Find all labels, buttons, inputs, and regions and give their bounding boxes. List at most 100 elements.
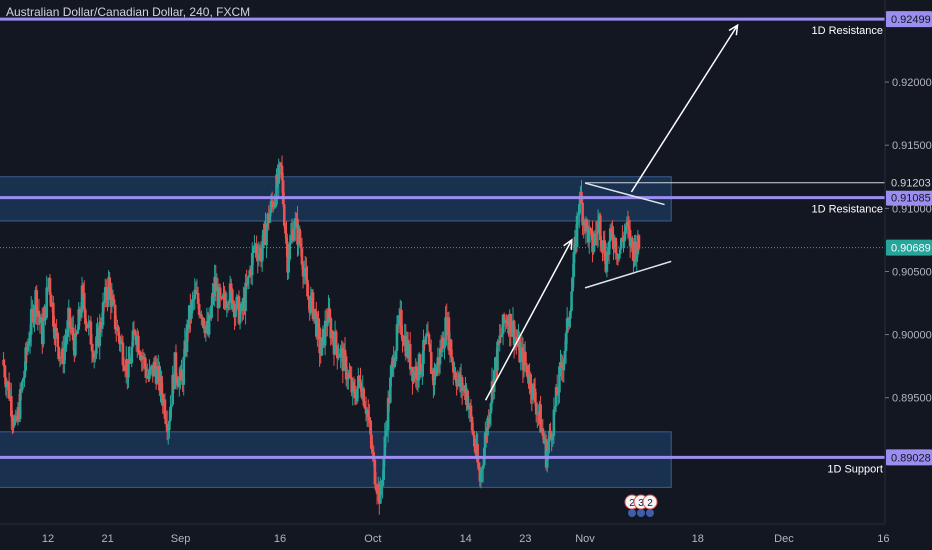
candle-body-181 xyxy=(202,318,205,327)
candle-body-83 xyxy=(94,353,97,355)
x-tick-label-7: Nov xyxy=(575,533,595,545)
candle-body-344 xyxy=(382,458,386,480)
candle-body-188 xyxy=(210,305,213,319)
y-tick-label-3: 0.90500 xyxy=(892,266,932,278)
candle-body-464 xyxy=(515,337,518,342)
candle-body-65 xyxy=(74,333,77,356)
candle-body-293 xyxy=(326,322,329,327)
candle-body-268 xyxy=(298,228,302,244)
candle-body-322 xyxy=(358,375,361,380)
candle-body-295 xyxy=(328,308,331,318)
candle-body-192 xyxy=(214,277,218,292)
candle-body-109 xyxy=(122,365,126,370)
x-tick-label-9: Dec xyxy=(774,533,794,545)
level-label-2: 1D Resistance xyxy=(811,204,883,216)
candle-body-275 xyxy=(306,279,309,297)
candle-body-310 xyxy=(344,356,348,380)
x-tick-label-10: 16 xyxy=(877,533,889,545)
candle-body-10 xyxy=(13,418,16,426)
candle-body-354 xyxy=(393,361,397,367)
candle-body-18 xyxy=(22,378,25,381)
candle-body-560 xyxy=(621,238,624,240)
candle-body-423 xyxy=(469,405,473,417)
candle-body-513 xyxy=(569,310,572,319)
candle-body-170 xyxy=(190,302,193,319)
candle-body-50 xyxy=(57,346,61,359)
candle-body-152 xyxy=(170,404,173,407)
candle-body-333 xyxy=(370,434,373,450)
candle-body-326 xyxy=(362,388,366,406)
candle-body-82 xyxy=(92,353,96,359)
candle-body-311 xyxy=(345,379,349,381)
candle-body-432 xyxy=(479,470,483,482)
candle-body-309 xyxy=(343,349,347,357)
candle-body-281 xyxy=(312,309,316,320)
candle-body-288 xyxy=(320,337,324,356)
candle-body-260 xyxy=(289,235,293,242)
candle-body-253 xyxy=(281,180,285,205)
candle-body-472 xyxy=(523,351,527,364)
candle-body-301 xyxy=(334,331,338,347)
candles-layer xyxy=(2,155,641,515)
candle-body-557 xyxy=(617,253,621,260)
price-axis[interactable]: 0.92000 0.91500 0.91000 0.90500 0.90000 0.895… xyxy=(885,11,932,466)
candle-body-495 xyxy=(549,430,552,434)
candle-body-47 xyxy=(54,327,57,339)
lines-layer xyxy=(0,17,885,459)
candle-body-509 xyxy=(564,333,568,351)
candle-body-456 xyxy=(506,321,509,324)
candle-body-355 xyxy=(394,350,398,362)
candle-body-566 xyxy=(627,227,631,230)
candle-body-186 xyxy=(207,314,211,335)
candle-body-537 xyxy=(595,233,599,235)
candle-body-189 xyxy=(211,292,214,306)
candle-body-58 xyxy=(66,320,69,337)
level-price-badge-2: 0.91085 xyxy=(891,193,931,205)
event-marker-label-3: 2 xyxy=(647,498,653,509)
candle-body-143 xyxy=(160,375,163,394)
candle-body-84 xyxy=(95,336,98,354)
x-tick-label-3: 16 xyxy=(274,533,286,545)
candle-body-171 xyxy=(191,299,194,303)
candle-body-247 xyxy=(275,174,278,205)
candle-body-117 xyxy=(131,330,135,347)
candle-body-481 xyxy=(533,388,537,403)
candle-body-378 xyxy=(419,371,423,375)
candle-body-459 xyxy=(509,314,513,337)
candle-body-105 xyxy=(118,335,121,345)
x-tick-label-2: Sep xyxy=(171,533,191,545)
candle-body-512 xyxy=(568,318,571,327)
candle-body-386 xyxy=(428,344,432,353)
candle-body-166 xyxy=(185,324,189,353)
candle-body-332 xyxy=(369,420,372,435)
candle-body-104 xyxy=(117,327,120,336)
candle-body-501 xyxy=(555,387,559,396)
candle-body-302 xyxy=(336,346,339,359)
candle-body-351 xyxy=(390,366,393,378)
candle-body-67 xyxy=(76,329,79,334)
level-price-badge-3: 0.89028 xyxy=(891,452,931,464)
candle-body-221 xyxy=(246,277,250,285)
candle-body-20 xyxy=(24,347,27,371)
candle-body-278 xyxy=(309,295,313,313)
candle-body-452 xyxy=(501,314,505,334)
candle-body-252 xyxy=(280,165,284,181)
candle-body-549 xyxy=(608,228,612,242)
candle-body-256 xyxy=(285,233,288,244)
candle-body-532 xyxy=(590,228,593,232)
candle-body-416 xyxy=(461,388,465,391)
time-axis[interactable]: 12 21 Sep 16 Oct 14 23 Nov 18 Dec 16 xyxy=(42,533,890,545)
x-tick-label-1: 21 xyxy=(102,533,114,545)
candle-body-474 xyxy=(526,365,529,377)
candle-body-272 xyxy=(302,272,306,277)
candle-body-449 xyxy=(498,335,502,344)
candle-body-499 xyxy=(553,406,557,410)
candle-body-463 xyxy=(513,337,517,346)
candle-body-156 xyxy=(174,352,178,377)
candle-body-161 xyxy=(180,369,183,381)
arrow-head-2 xyxy=(728,23,739,36)
candle-body-95 xyxy=(107,277,110,300)
candle-body-114 xyxy=(128,358,131,364)
